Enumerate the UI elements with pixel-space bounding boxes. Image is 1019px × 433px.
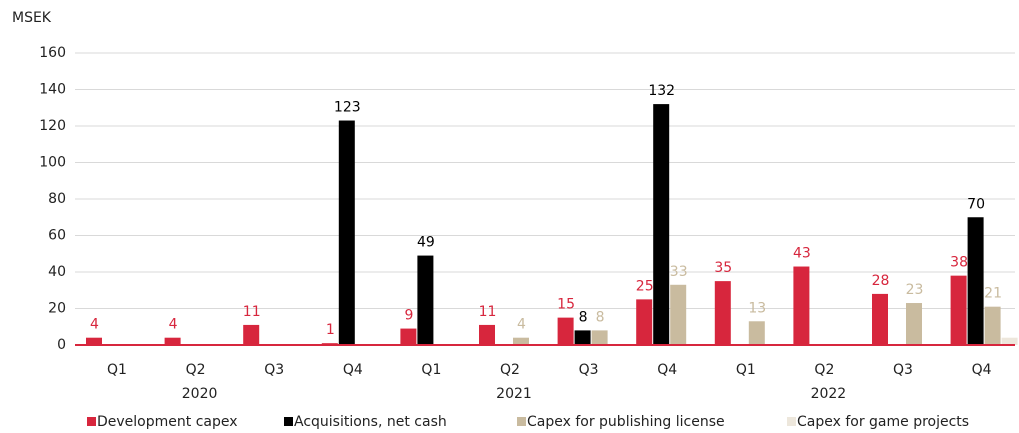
data-label: 8 [596,309,605,325]
y-tick-label: 0 [57,337,66,353]
x-tick-label: Q2 [186,362,206,378]
y-tick-label: 60 [48,228,66,244]
bar [967,217,984,345]
bar [793,266,810,345]
data-label: 132 [648,83,675,99]
bar [400,328,417,345]
data-label: 11 [479,304,497,320]
data-label: 123 [334,100,361,116]
bar [653,104,670,345]
data-label: 4 [90,317,99,333]
data-label: 9 [404,308,413,324]
data-label: 15 [557,297,575,313]
data-label: 38 [950,255,968,271]
x-tick-label: Q1 [107,362,127,378]
x-tick-label: Q4 [657,362,677,378]
bar [714,281,731,345]
legend-label: Capex for publishing license [527,414,725,430]
x-group-label: 2022 [811,386,847,402]
data-label: 23 [906,282,924,298]
y-tick-label: 20 [48,301,66,317]
bar [950,275,967,345]
bar [636,299,653,345]
bar [670,284,687,345]
data-label: 49 [417,235,435,251]
y-tick-label: 80 [48,191,66,207]
bar [984,306,1001,345]
y-tick-label: 120 [39,118,66,134]
legend-label: Acquisitions, net cash [294,414,447,430]
bar [748,321,765,345]
x-group-label: 2020 [182,386,218,402]
bar [591,330,608,345]
y-axis-label: MSEK [12,10,52,26]
legend-label: Capex for game projects [797,414,969,430]
x-tick-label: Q4 [972,362,992,378]
bar [1001,337,1018,345]
data-label: 25 [636,278,654,294]
data-label: 11 [243,304,261,320]
legend-swatch [787,417,796,426]
legend-swatch [284,417,293,426]
x-tick-label: Q1 [736,362,756,378]
bar [574,330,591,345]
legend-swatch [87,417,96,426]
legend-swatch [517,417,526,426]
x-tick-label: Q2 [814,362,834,378]
x-tick-label: Q2 [500,362,520,378]
x-tick-label: Q3 [264,362,284,378]
data-label: 33 [670,264,688,280]
x-group-label: 2021 [496,386,532,402]
data-label: 4 [517,317,526,333]
data-label: 13 [748,300,766,316]
bar [513,337,529,345]
bar [557,317,574,345]
data-label: 21 [984,286,1002,302]
x-tick-label: Q3 [893,362,913,378]
data-label: 43 [793,246,811,262]
bar [872,293,888,345]
data-label: 4 [169,317,178,333]
legend-label: Development capex [97,414,238,430]
x-tick-label: Q1 [421,362,441,378]
y-tick-label: 40 [48,264,66,280]
data-label: 35 [714,260,732,276]
bar [479,324,495,345]
bar [164,337,181,345]
bar [906,303,922,345]
bar [338,120,355,346]
data-label: 28 [872,273,890,289]
y-tick-label: 140 [39,82,66,98]
data-label: 70 [967,196,985,212]
x-tick-label: Q4 [343,362,363,378]
bar [86,337,102,345]
x-tick-label: Q3 [579,362,599,378]
y-tick-label: 160 [39,45,66,61]
data-label: 8 [579,309,588,325]
y-tick-label: 100 [39,155,66,171]
bar [243,324,260,345]
data-label: 1 [326,322,335,338]
bar [417,255,434,345]
